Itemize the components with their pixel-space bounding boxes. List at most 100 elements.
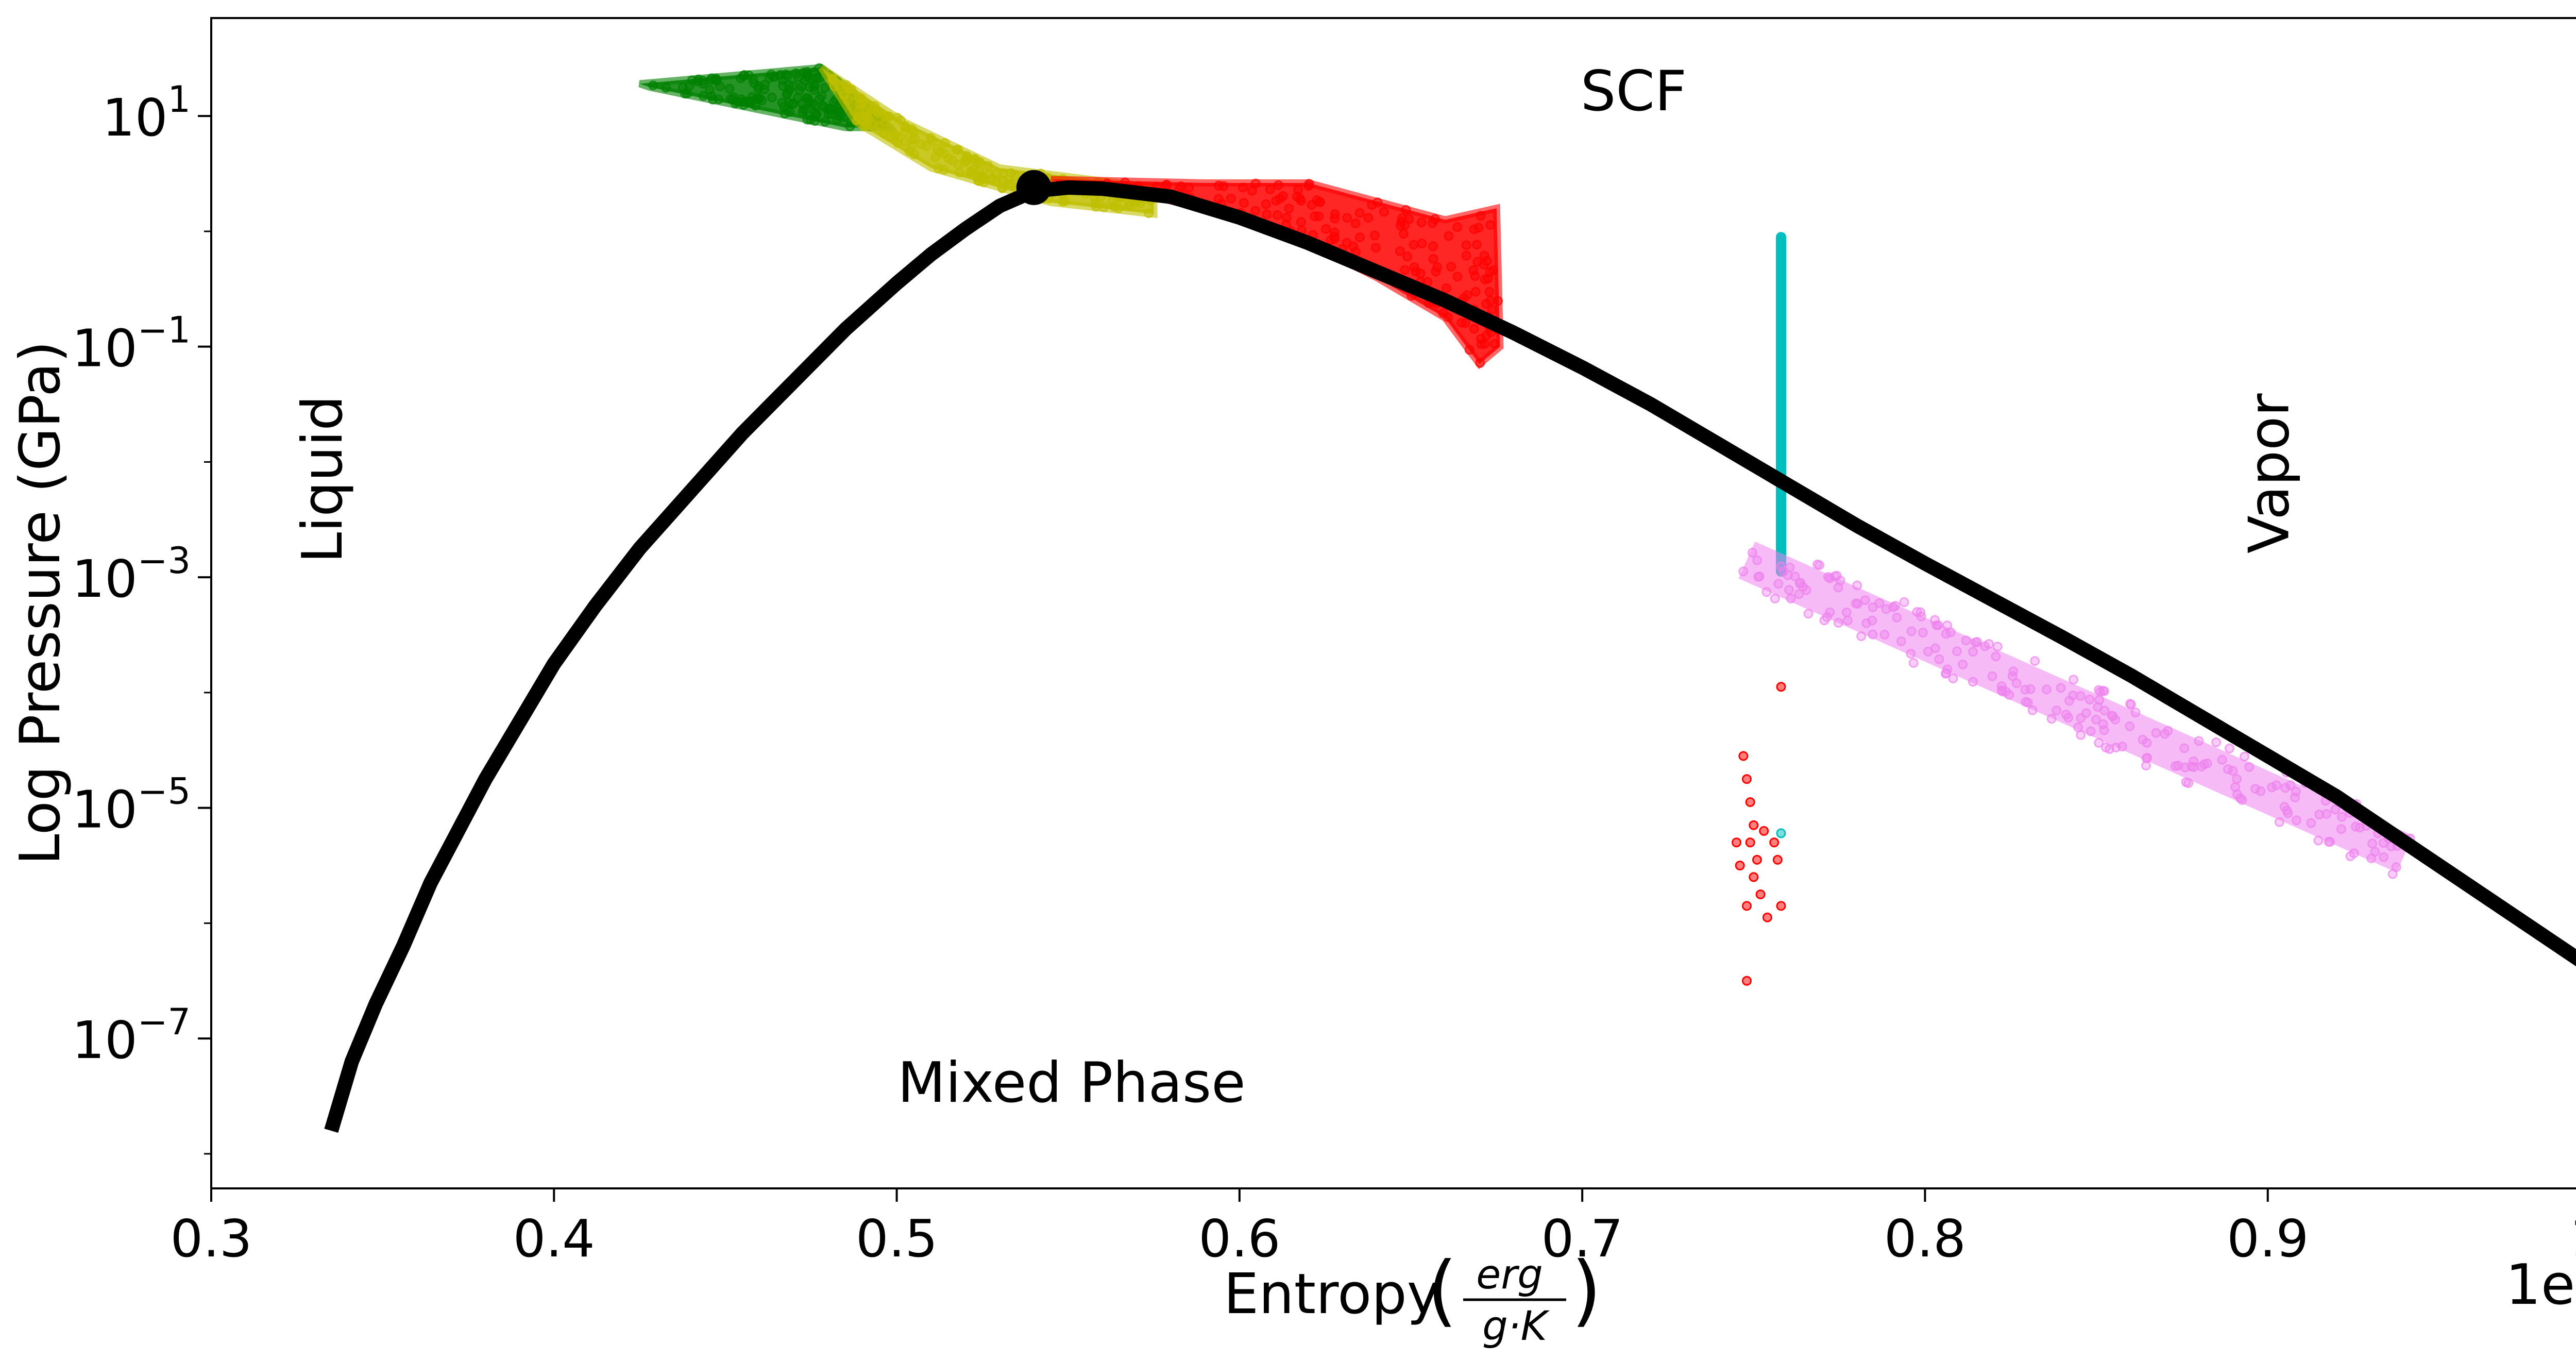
series-4-point: [1754, 572, 1765, 582]
series-2-point: [1476, 211, 1486, 221]
series-2-point: [1247, 186, 1257, 196]
series-0-point: [798, 107, 808, 117]
series-4-point: [2094, 685, 2104, 695]
series-4-point: [1992, 642, 2003, 652]
series-1-point: [917, 139, 927, 149]
series-1-point: [856, 93, 867, 104]
series-2-point: [1452, 272, 1463, 282]
series-1-point: [1113, 203, 1124, 213]
series-2-point: [1446, 261, 1456, 272]
series-2-point: [1370, 243, 1381, 253]
series-0-point: [744, 98, 755, 108]
series-4-point: [1934, 654, 1944, 664]
series-2-point: [1472, 257, 1483, 267]
series-4-point: [2183, 778, 2194, 788]
series-4-point: [2194, 736, 2204, 746]
series-1-point: [854, 106, 864, 116]
series-1-point: [909, 127, 919, 137]
series-2-point: [1471, 240, 1482, 250]
series-0-point: [820, 82, 831, 93]
series-2-point: [1250, 206, 1261, 216]
series-0-point: [784, 97, 794, 108]
series-4-point: [2021, 697, 2031, 707]
axes: 0.3 0.4 0.5 0.6 0.7 0.8 0.9 1.0 101 10−1 10−3 10−5 1…: [72, 78, 2576, 1269]
series-2-point: [1428, 241, 1438, 251]
series-4-point: [2091, 714, 2101, 725]
series-4-point: [2094, 737, 2104, 748]
series-1-point: [991, 176, 1001, 186]
series-4-point: [2151, 728, 2161, 738]
series-1-point: [965, 168, 976, 178]
series-4-point: [2324, 836, 2334, 847]
series-0-point: [794, 85, 805, 95]
series-2-point: [1161, 180, 1172, 191]
series-4-point: [1987, 671, 1997, 681]
series-0-point: [704, 85, 715, 95]
region-label: Mixed Phase: [897, 1051, 1246, 1115]
series-4-point: [1941, 629, 1951, 639]
series-4-point: [1991, 651, 2001, 662]
series-4-point: [2366, 853, 2377, 863]
series-0-point: [792, 93, 803, 103]
series-0-point: [812, 109, 822, 119]
series-2-point: [1293, 184, 1303, 195]
series-4-point: [2211, 737, 2222, 747]
series-2-point: [1401, 205, 1411, 215]
series-4-point: [2099, 725, 2109, 735]
series-4-point: [2086, 726, 2096, 736]
region-label: Liquid: [291, 395, 355, 563]
series-4-point: [1906, 648, 1916, 659]
series-2-point: [1284, 204, 1294, 214]
series-4-point: [2291, 786, 2301, 797]
series-2-point: [1438, 308, 1448, 318]
series-4-point: [1825, 607, 1835, 617]
series-1-point: [973, 176, 983, 186]
series-0-point: [777, 97, 787, 108]
series-4-point: [2111, 743, 2121, 753]
series-3: [1776, 232, 1787, 838]
series-1-point: [932, 144, 942, 154]
series-4-point: [1783, 570, 1793, 580]
series-4-point: [1851, 598, 1861, 609]
series-4-point: [1918, 628, 1928, 638]
x-tick-label: 0.8: [1884, 1208, 1966, 1269]
series-2-point: [1402, 251, 1413, 262]
series-2-point: [1430, 214, 1440, 224]
series-0-point: [800, 75, 810, 86]
series-2-point: [1296, 217, 1306, 227]
phase-boundary-curve: [324, 180, 2576, 1133]
series-2-point: [1428, 254, 1438, 264]
series-2-point: [1329, 227, 1340, 238]
series-2-point: [1493, 296, 1503, 306]
series-4-point: [2367, 838, 2378, 849]
series-4-point: [1952, 646, 1962, 657]
series-0-point: [804, 98, 815, 108]
series-0-point: [661, 82, 671, 93]
series-2-point: [1330, 213, 1340, 224]
series-2-point: [1342, 213, 1352, 223]
series-4-point: [1776, 561, 1786, 572]
series-1-point: [1010, 170, 1020, 180]
series-1-point: [998, 169, 1009, 179]
series-4-point: [1738, 566, 1749, 577]
x-axis-title: Entropy: [1224, 1262, 1440, 1327]
series-4-point: [1968, 677, 1978, 687]
series-1-point: [900, 121, 910, 131]
series-1-point: [869, 104, 879, 114]
series-2-point: [1470, 287, 1481, 297]
series-4-point: [2232, 774, 2242, 784]
series-4-point: [1997, 686, 2008, 696]
series-4-point: [2337, 812, 2347, 822]
series-0-point: [739, 70, 750, 80]
series-2-point: [1444, 231, 1454, 241]
series-4-point: [2173, 761, 2183, 771]
series-2-outlier: [1738, 751, 1749, 761]
series-2-point: [1281, 212, 1292, 223]
series-0-point: [711, 75, 721, 85]
x-axis-unit-denominator: g·K: [1482, 1303, 1550, 1350]
series-2-point: [1469, 224, 1479, 234]
series-4-point: [2041, 684, 2052, 695]
series-2-point: [1395, 246, 1405, 256]
series-1-point: [940, 138, 950, 148]
series-4-point: [2099, 706, 2110, 716]
